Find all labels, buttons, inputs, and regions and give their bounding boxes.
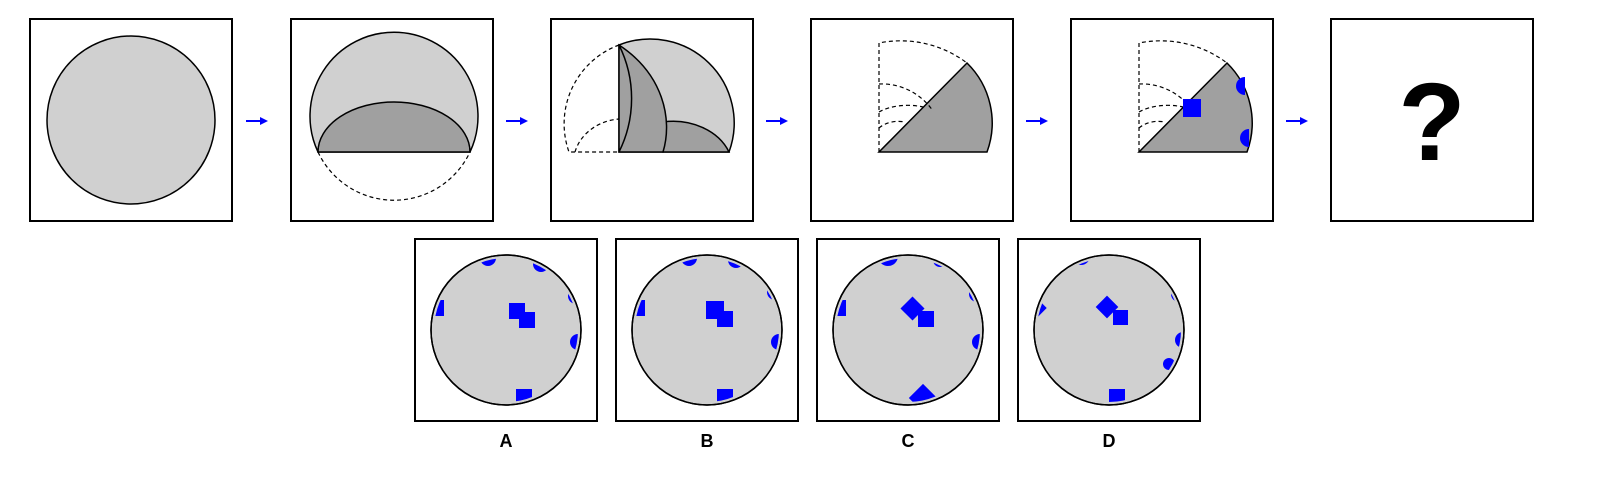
sequence-panel-2 <box>290 18 494 222</box>
paper-circle <box>46 35 216 205</box>
diagonal-ghost-arc-3 <box>1138 120 1166 129</box>
square-hole <box>918 311 934 327</box>
arrow-right-icon <box>246 117 268 125</box>
diagonal-ghost-arc-2 <box>1138 104 1184 113</box>
option-label: D <box>1103 431 1116 451</box>
diagonal-ghost-arc-1 <box>878 83 934 112</box>
square-hole <box>717 311 733 327</box>
unfolded-circle <box>1033 254 1185 406</box>
option-label: B <box>701 431 714 451</box>
semicircle-hole <box>771 334 779 350</box>
option-b[interactable]: B <box>615 238 799 451</box>
sequence-panel-question: ? <box>1330 18 1534 222</box>
semicircle-hole-top <box>1236 77 1245 95</box>
circle-outline <box>430 254 582 406</box>
square-hole <box>434 300 444 316</box>
square-hole <box>836 300 846 316</box>
diagonal-ghost-arc-2 <box>878 104 924 113</box>
option-label: A <box>500 431 513 451</box>
option-c[interactable]: C <box>816 238 1000 451</box>
square-hole <box>1109 389 1125 402</box>
unfolded-circle <box>832 254 984 406</box>
semicircle-hole <box>1175 332 1181 348</box>
arrow-right-icon <box>1286 117 1308 125</box>
diagonal-ghost-outline <box>1138 40 1228 152</box>
circle-outline <box>1033 254 1185 406</box>
semicircle-hole <box>681 258 697 266</box>
circle-outline <box>631 254 783 406</box>
sequence-panel-1 <box>29 18 233 222</box>
arrow-right-icon <box>1026 117 1048 125</box>
unfolded-circle <box>430 254 582 406</box>
option-a[interactable]: A <box>414 238 598 451</box>
square-hole <box>635 300 645 316</box>
quarter-left-flap <box>618 43 668 153</box>
square-hole <box>519 312 535 328</box>
diamond-hole <box>908 383 938 402</box>
sequence-panel-4 <box>810 18 1014 222</box>
quarter-ghost-outline <box>563 44 620 153</box>
diagonal-ghost-arc-3 <box>878 120 906 129</box>
sequence-panel-5 <box>1070 18 1274 222</box>
semicircle-hole-bottom <box>1240 129 1249 147</box>
arrow-right-icon <box>766 117 788 125</box>
sequence-panel-3 <box>550 18 754 222</box>
square-hole <box>1113 310 1128 325</box>
option-label: C <box>902 431 915 451</box>
unfolded-circle <box>631 254 783 406</box>
diagonal-folded-piece <box>877 61 993 153</box>
circle-outline <box>832 254 984 406</box>
diagonal-ghost-outline <box>878 40 968 152</box>
semicircle-hole <box>480 258 496 266</box>
semicircle-hole <box>570 334 578 350</box>
question-mark: ? <box>1398 61 1465 184</box>
semicircle-hole <box>972 334 980 350</box>
quarter-ghost-inner <box>574 118 620 153</box>
arrow-right-icon <box>506 117 528 125</box>
folded-flap <box>317 101 471 153</box>
fold-ghost-outline <box>317 151 471 201</box>
option-d[interactable]: D <box>1017 238 1201 451</box>
panel-frame <box>1330 18 1534 222</box>
quarter-inner-flap <box>662 120 731 153</box>
square-hole <box>1183 99 1201 117</box>
